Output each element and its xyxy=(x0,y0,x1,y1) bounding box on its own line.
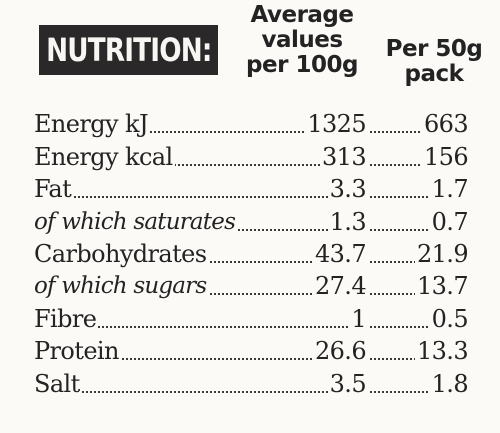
value-per-pack: 0.7 xyxy=(429,207,470,236)
value-per-pack: 0.5 xyxy=(429,304,470,333)
nutrition-title-badge: NUTRITION: xyxy=(39,25,218,75)
dot-leader xyxy=(38,325,460,328)
nutrient-label: Salt xyxy=(34,369,82,398)
dot-leader xyxy=(38,228,460,231)
value-per-100g: 3.3 xyxy=(327,175,368,204)
nutrient-label: Carbohydrates xyxy=(34,239,209,268)
value-per-pack: 663 xyxy=(421,110,470,139)
value-per-pack: 1.7 xyxy=(429,175,470,204)
value-per-100g: 27.4 xyxy=(312,272,368,301)
nutrition-row: of which sugars 27.4 13.7 xyxy=(34,271,500,303)
value-per-100g: 26.6 xyxy=(312,337,368,366)
nutrient-label: Fibre xyxy=(34,304,99,333)
nutrition-table: Energy kJ 1325 663 Energy kcal 313 156 F… xyxy=(34,109,500,401)
nutrition-row: Fibre 1 0.5 xyxy=(34,303,500,335)
column-header-per-100g-line: per 100g xyxy=(246,52,358,78)
nutrition-row: Carbohydrates 43.7 21.9 xyxy=(34,239,500,271)
nutrient-label: Energy kcal xyxy=(34,142,175,171)
nutrient-label: Fat xyxy=(34,175,74,204)
value-per-pack: 13.3 xyxy=(414,337,470,366)
column-header-per-100g-line: Average xyxy=(250,2,355,28)
nutrition-row: of which saturates 1.3 0.7 xyxy=(34,206,500,238)
nutrition-row: Energy kcal 313 156 xyxy=(34,141,500,173)
value-per-100g: 1.3 xyxy=(327,207,368,236)
nutrient-label: Energy kJ xyxy=(34,110,150,139)
value-per-pack: 156 xyxy=(421,142,470,171)
dot-leader xyxy=(38,293,460,296)
value-per-pack: 13.7 xyxy=(414,272,470,301)
dot-leader xyxy=(38,260,460,263)
dot-leader xyxy=(38,163,460,166)
dot-leader xyxy=(38,196,460,199)
value-per-100g: 43.7 xyxy=(312,239,368,268)
nutrition-row: Salt 3.5 1.8 xyxy=(34,368,500,400)
nutrition-row: Energy kJ 1325 663 xyxy=(34,109,500,141)
column-header-per-100g-line: values xyxy=(261,27,343,53)
nutrition-title: NUTRITION: xyxy=(45,31,212,69)
nutrition-row: Fat 3.3 1.7 xyxy=(34,174,500,206)
value-per-100g: 3.5 xyxy=(327,369,368,398)
column-header-per-pack-line: Per 50g xyxy=(385,36,483,62)
dot-leader xyxy=(38,390,460,393)
value-per-pack: 21.9 xyxy=(414,239,470,268)
value-per-100g: 313 xyxy=(319,142,368,171)
value-per-100g: 1325 xyxy=(305,110,368,139)
dot-leader xyxy=(38,358,460,361)
value-per-pack: 1.8 xyxy=(429,369,470,398)
nutrient-sublabel: of which sugars xyxy=(34,272,209,301)
column-header-per-pack: Per 50g pack xyxy=(372,37,496,87)
value-per-100g: 1 xyxy=(349,304,368,333)
nutrient-label: Protein xyxy=(34,337,121,366)
nutrition-row: Protein 26.6 13.3 xyxy=(34,336,500,368)
column-header-per-pack-line: pack xyxy=(404,61,464,87)
dot-leader xyxy=(38,131,460,134)
column-header-per-100g: Average values per 100g xyxy=(238,3,366,78)
nutrient-sublabel: of which saturates xyxy=(34,207,238,236)
